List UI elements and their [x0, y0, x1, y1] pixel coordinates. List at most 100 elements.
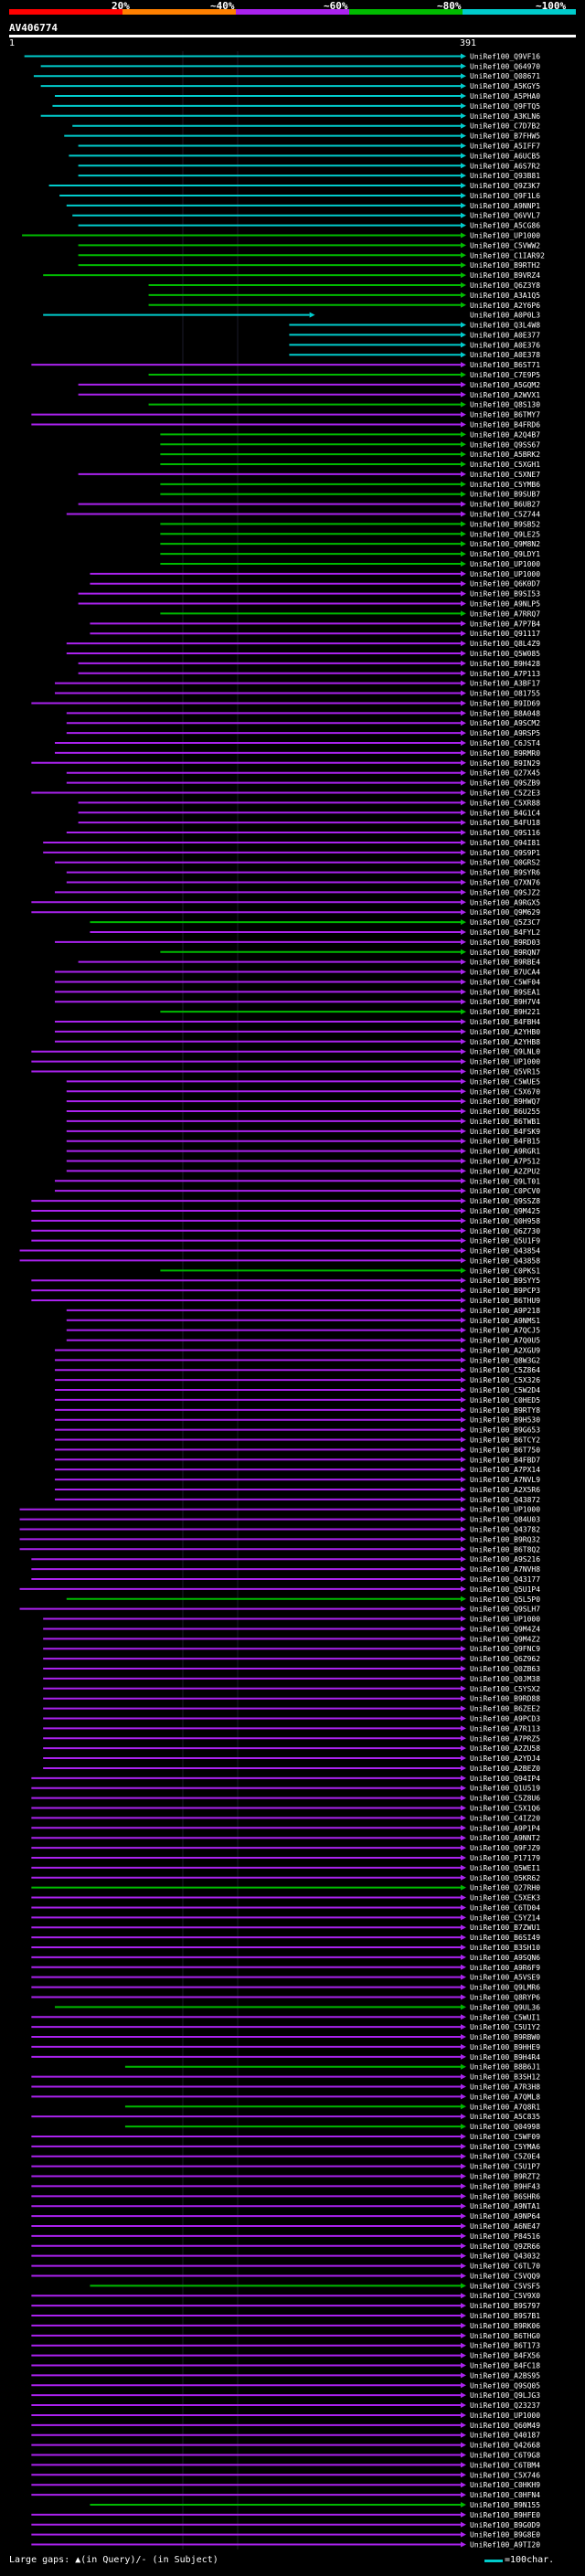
hit-row[interactable]: UniRef100_C5Z8U6 [31, 1795, 540, 1803]
hit-row[interactable]: UniRef100_B9SYR6 [66, 869, 540, 877]
hit-label[interactable]: UniRef100_C5XR88 [470, 799, 540, 807]
hit-label[interactable]: UniRef100_C5VWW2 [470, 241, 540, 249]
hit-row[interactable]: UniRef100_Q9UL36 [55, 2003, 540, 2011]
hit-row[interactable]: UniRef100_A5KGY5 [40, 82, 541, 90]
hit-row[interactable]: UniRef100_A5C835 [31, 2113, 540, 2121]
hit-label[interactable]: UniRef100_B8B6J1 [470, 2063, 540, 2072]
hit-row[interactable]: UniRef100_A3KLN6 [40, 112, 541, 121]
hit-row[interactable]: UniRef100_B6THU9 [31, 1297, 540, 1305]
hit-label[interactable]: UniRef100_A9NLP5 [470, 600, 540, 609]
hit-label[interactable]: UniRef100_Q43782 [470, 1526, 540, 1534]
hit-row[interactable]: UniRef100_B8A048 [66, 709, 540, 717]
hit-row[interactable]: UniRef100_P84516 [31, 2232, 540, 2241]
hit-row[interactable]: UniRef100_A9PCD3 [43, 1714, 540, 1723]
hit-row[interactable]: UniRef100_Q94I81 [43, 839, 540, 847]
hit-label[interactable]: UniRef100_B6TMY7 [470, 411, 540, 419]
hit-label[interactable]: UniRef100_C5WUI1 [470, 2013, 540, 2021]
hit-label[interactable]: UniRef100_C6JST4 [470, 739, 540, 747]
hit-label[interactable]: UniRef100_B6T750 [470, 1446, 540, 1454]
hit-label[interactable]: UniRef100_C5YMB6 [470, 481, 540, 489]
hit-row[interactable]: UniRef100_P17179 [31, 1854, 540, 1862]
hit-label[interactable]: UniRef100_Q6Z3Y8 [470, 281, 540, 290]
hit-label[interactable]: UniRef100_C6TBM4 [470, 2461, 540, 2469]
hit-row[interactable]: UniRef100_B9H221 [160, 1008, 540, 1016]
hit-label[interactable]: UniRef100_Q42668 [470, 2442, 540, 2450]
hit-label[interactable]: UniRef100_C6T9G8 [470, 2452, 540, 2460]
hit-label[interactable]: UniRef100_A9R6F9 [470, 1964, 540, 1972]
hit-row[interactable]: UniRef100_A9P1P4 [31, 1824, 540, 1832]
hit-row[interactable]: UniRef100_Q8RYP6 [31, 1993, 540, 2001]
hit-row[interactable]: UniRef100_B9H7V4 [55, 998, 540, 1006]
hit-row[interactable]: UniRef100_A2YHB0 [55, 1028, 540, 1036]
hit-label[interactable]: UniRef100_B9SEA1 [470, 988, 540, 996]
hit-row[interactable]: UniRef100_A5CG86 [78, 222, 541, 230]
hit-row[interactable]: UniRef100_A2Q4B7 [160, 430, 540, 439]
hit-row[interactable]: UniRef100_A9S216 [31, 1555, 540, 1564]
hit-label[interactable]: UniRef100_A7RRQ7 [470, 610, 540, 618]
hit-row[interactable]: UniRef100_A3A1Q5 [148, 292, 541, 300]
hit-row[interactable]: UniRef100_A7PRZ5 [43, 1734, 540, 1743]
hit-row[interactable]: UniRef100_Q9Z3K7 [48, 182, 541, 190]
hit-row[interactable]: UniRef100_C5X746 [31, 2471, 540, 2479]
hit-label[interactable]: UniRef100_Q6Z962 [470, 1655, 540, 1663]
hit-row[interactable]: UniRef100_Q43032 [31, 2253, 540, 2261]
hit-label[interactable]: UniRef100_Q84U03 [470, 1516, 540, 1524]
hit-label[interactable]: UniRef100_A3KLN6 [470, 112, 540, 121]
hit-label[interactable]: UniRef100_B6TCY2 [470, 1436, 540, 1444]
hit-row[interactable]: UniRef100_B8B6J1 [124, 2063, 540, 2072]
hit-label[interactable]: UniRef100_A9RSP5 [470, 729, 540, 737]
hit-row[interactable]: UniRef100_C5WUE5 [66, 1077, 540, 1086]
hit-row[interactable]: UniRef100_Q04998 [124, 2123, 540, 2131]
hit-label[interactable]: UniRef100_C4IZ20 [470, 1814, 540, 1822]
hit-row[interactable]: UniRef100_B9HHE9 [31, 2043, 540, 2051]
hit-row[interactable]: UniRef100_Q60M49 [31, 2422, 540, 2430]
hit-row[interactable]: UniRef100_A9RGX5 [31, 898, 540, 906]
hit-label[interactable]: UniRef100_B9H530 [470, 1416, 540, 1425]
hit-label[interactable]: UniRef100_B6UB27 [470, 501, 540, 509]
hit-label[interactable]: UniRef100_B6ST71 [470, 361, 540, 369]
hit-row[interactable]: UniRef100_A5VSE9 [31, 1974, 540, 1982]
hit-label[interactable]: UniRef100_Q5VR15 [470, 1067, 540, 1076]
hit-label[interactable]: UniRef100_B9RQ32 [470, 1535, 540, 1543]
hit-label[interactable]: UniRef100_UP1000 [470, 1616, 540, 1624]
hit-row[interactable]: UniRef100_Q9SQ05 [31, 2381, 540, 2390]
hit-row[interactable]: UniRef100_B3SH10 [31, 1944, 540, 1952]
hit-row[interactable]: UniRef100_Q9SSZ8 [31, 1197, 540, 1205]
hit-label[interactable]: UniRef100_Q9SQ05 [470, 2381, 540, 2390]
hit-label[interactable]: UniRef100_B9H221 [470, 1008, 540, 1016]
hit-label[interactable]: UniRef100_A9TI20 [470, 2541, 540, 2549]
hit-label[interactable]: UniRef100_UP1000 [470, 560, 540, 568]
hit-row[interactable]: UniRef100_C0PKS1 [160, 1267, 540, 1275]
hit-row[interactable]: UniRef100_O81755 [55, 690, 540, 698]
hit-row[interactable]: UniRef100_B6UB27 [78, 501, 541, 509]
hit-label[interactable]: UniRef100_C5YMA6 [470, 2143, 540, 2151]
hit-label[interactable]: UniRef100_B6THG0 [470, 2332, 540, 2340]
hit-label[interactable]: UniRef100_C0PKS1 [470, 1267, 540, 1275]
hit-row[interactable]: UniRef100_B4FBD7 [55, 1456, 540, 1464]
hit-row[interactable]: UniRef100_B4FX56 [31, 2352, 540, 2360]
hit-label[interactable]: UniRef100_A7PX14 [470, 1466, 540, 1474]
hit-label[interactable]: UniRef100_Q9UL36 [470, 2003, 540, 2011]
hit-row[interactable]: UniRef100_B9HFE0 [31, 2511, 540, 2519]
hit-row[interactable]: UniRef100_Q40187 [31, 2432, 540, 2440]
hit-label[interactable]: UniRef100_Q1U519 [470, 1785, 540, 1793]
hit-label[interactable]: UniRef100_A7R113 [470, 1724, 540, 1733]
hit-row[interactable]: UniRef100_A9R6F9 [31, 1964, 540, 1972]
hit-label[interactable]: UniRef100_B9RD03 [470, 938, 540, 947]
hit-row[interactable]: UniRef100_B9RBW0 [31, 2033, 540, 2041]
hit-label[interactable]: UniRef100_C6TL70 [470, 2263, 540, 2271]
hit-label[interactable]: UniRef100_Q9M4Z2 [470, 1635, 540, 1643]
hit-label[interactable]: UniRef100_UP1000 [470, 1058, 540, 1066]
hit-label[interactable]: UniRef100_B9HWQ7 [470, 1097, 540, 1106]
hit-label[interactable]: UniRef100_Q6K0D7 [470, 580, 540, 588]
hit-label[interactable]: UniRef100_A5KGY5 [470, 82, 540, 90]
hit-row[interactable]: UniRef100_B6T8Q2 [19, 1545, 541, 1553]
hit-row[interactable]: UniRef100_B6ST71 [31, 361, 540, 369]
hit-label[interactable]: UniRef100_Q9Z3K7 [470, 182, 540, 190]
hit-row[interactable]: UniRef100_Q9LE25 [160, 530, 540, 538]
hit-row[interactable]: UniRef100_Q8L4Z9 [66, 640, 540, 648]
hit-row[interactable]: UniRef100_Q8S130 [148, 401, 541, 409]
hit-row[interactable]: UniRef100_B9HF43 [31, 2182, 540, 2190]
hit-label[interactable]: UniRef100_C0HED5 [470, 1396, 540, 1405]
hit-label[interactable]: UniRef100_C5X670 [470, 1087, 540, 1096]
